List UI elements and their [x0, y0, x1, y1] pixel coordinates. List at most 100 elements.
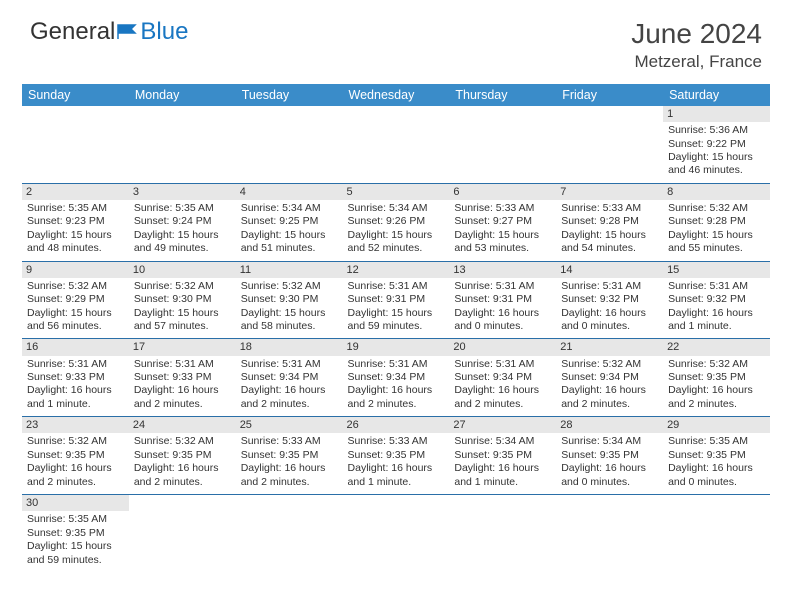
- sunrise-text: Sunrise: 5:32 AM: [27, 280, 124, 293]
- daylight-text: Daylight: 16 hours and 0 minutes.: [561, 307, 658, 334]
- calendar-body: 1Sunrise: 5:36 AMSunset: 9:22 PMDaylight…: [22, 106, 770, 572]
- sunrise-text: Sunrise: 5:34 AM: [348, 202, 445, 215]
- calendar-day-cell: 18Sunrise: 5:31 AMSunset: 9:34 PMDayligh…: [236, 339, 343, 417]
- day-number: 14: [556, 262, 663, 278]
- daylight-text: Daylight: 16 hours and 1 minute.: [348, 462, 445, 489]
- calendar-week-row: 9Sunrise: 5:32 AMSunset: 9:29 PMDaylight…: [22, 261, 770, 339]
- day-number: 17: [129, 339, 236, 355]
- weekday-header: Monday: [129, 84, 236, 106]
- sunrise-text: Sunrise: 5:31 AM: [454, 280, 551, 293]
- daylight-text: Daylight: 16 hours and 2 minutes.: [668, 384, 765, 411]
- daylight-text: Daylight: 16 hours and 0 minutes.: [668, 462, 765, 489]
- calendar-day-cell: 4Sunrise: 5:34 AMSunset: 9:25 PMDaylight…: [236, 183, 343, 261]
- sunrise-text: Sunrise: 5:32 AM: [27, 435, 124, 448]
- calendar-day-cell: 6Sunrise: 5:33 AMSunset: 9:27 PMDaylight…: [449, 183, 556, 261]
- daylight-text: Daylight: 15 hours and 52 minutes.: [348, 229, 445, 256]
- sunrise-text: Sunrise: 5:31 AM: [454, 358, 551, 371]
- day-number: 26: [343, 417, 450, 433]
- day-number: 28: [556, 417, 663, 433]
- sunset-text: Sunset: 9:32 PM: [561, 293, 658, 306]
- daylight-text: Daylight: 15 hours and 48 minutes.: [27, 229, 124, 256]
- sunset-text: Sunset: 9:26 PM: [348, 215, 445, 228]
- calendar-day-cell: 7Sunrise: 5:33 AMSunset: 9:28 PMDaylight…: [556, 183, 663, 261]
- day-number: 2: [22, 184, 129, 200]
- daylight-text: Daylight: 16 hours and 2 minutes.: [27, 462, 124, 489]
- daylight-text: Daylight: 16 hours and 2 minutes.: [241, 462, 338, 489]
- sunrise-text: Sunrise: 5:34 AM: [561, 435, 658, 448]
- logo-text-2: Blue: [140, 18, 188, 46]
- sunrise-text: Sunrise: 5:33 AM: [561, 202, 658, 215]
- calendar-day-cell: [236, 495, 343, 572]
- calendar-day-cell: 14 Sunrise: 5:31 AMSunset: 9:32 PMDayligh…: [556, 261, 663, 339]
- calendar-day-cell: 20Sunrise: 5:31 AMSunset: 9:34 PMDayligh…: [449, 339, 556, 417]
- weekday-header: Thursday: [449, 84, 556, 106]
- calendar-day-cell: 15Sunrise: 5:31 AMSunset: 9:32 PMDayligh…: [663, 261, 770, 339]
- sunrise-text: Sunrise: 5:34 AM: [454, 435, 551, 448]
- day-number: 8: [663, 184, 770, 200]
- sunrise-text: Sunrise: 5:31 AM: [348, 280, 445, 293]
- sunrise-text: Sunrise: 5:32 AM: [561, 358, 658, 371]
- calendar-day-cell: [343, 106, 450, 183]
- sunrise-text: Sunrise: 5:36 AM: [668, 124, 765, 137]
- sunrise-text: Sunrise: 5:32 AM: [668, 358, 765, 371]
- sunset-text: Sunset: 9:35 PM: [27, 449, 124, 462]
- calendar-table: Sunday Monday Tuesday Wednesday Thursday…: [22, 84, 770, 572]
- daylight-text: Daylight: 16 hours and 0 minutes.: [561, 462, 658, 489]
- header: General Blue June 2024 Metzeral, France: [0, 0, 792, 78]
- sunset-text: Sunset: 9:35 PM: [668, 371, 765, 384]
- weekday-header: Friday: [556, 84, 663, 106]
- logo-text-1: General: [30, 18, 115, 46]
- sunset-text: Sunset: 9:32 PM: [668, 293, 765, 306]
- day-number: 4: [236, 184, 343, 200]
- calendar-day-cell: 3Sunrise: 5:35 AMSunset: 9:24 PMDaylight…: [129, 183, 236, 261]
- sunset-text: Sunset: 9:28 PM: [561, 215, 658, 228]
- sunset-text: Sunset: 9:22 PM: [668, 138, 765, 151]
- sunrise-text: Sunrise: 5:35 AM: [134, 202, 231, 215]
- sunrise-text: Sunrise: 5:35 AM: [27, 513, 124, 526]
- daylight-text: Daylight: 15 hours and 58 minutes.: [241, 307, 338, 334]
- calendar-day-cell: 30Sunrise: 5:35 AMSunset: 9:35 PMDayligh…: [22, 495, 129, 572]
- calendar-day-cell: 8Sunrise: 5:32 AMSunset: 9:28 PMDaylight…: [663, 183, 770, 261]
- flag-icon: [117, 23, 139, 41]
- sunrise-text: Sunrise: 5:35 AM: [27, 202, 124, 215]
- location: Metzeral, France: [631, 52, 762, 72]
- calendar-day-cell: 19Sunrise: 5:31 AMSunset: 9:34 PMDayligh…: [343, 339, 450, 417]
- calendar-day-cell: [663, 495, 770, 572]
- calendar-day-cell: 27Sunrise: 5:34 AMSunset: 9:35 PMDayligh…: [449, 417, 556, 495]
- calendar-day-cell: [129, 495, 236, 572]
- daylight-text: Daylight: 16 hours and 2 minutes.: [561, 384, 658, 411]
- daylight-text: Daylight: 16 hours and 2 minutes.: [454, 384, 551, 411]
- calendar-week-row: 2Sunrise: 5:35 AMSunset: 9:23 PMDaylight…: [22, 183, 770, 261]
- sunset-text: Sunset: 9:30 PM: [241, 293, 338, 306]
- sunrise-text: Sunrise: 5:32 AM: [134, 435, 231, 448]
- day-number: 20: [449, 339, 556, 355]
- calendar-day-cell: [236, 106, 343, 183]
- sunrise-text: Sunrise: 5:33 AM: [454, 202, 551, 215]
- daylight-text: Daylight: 16 hours and 0 minutes.: [454, 307, 551, 334]
- calendar-day-cell: 10Sunrise: 5:32 AMSunset: 9:30 PMDayligh…: [129, 261, 236, 339]
- day-number: 15: [663, 262, 770, 278]
- calendar-day-cell: 26Sunrise: 5:33 AMSunset: 9:35 PMDayligh…: [343, 417, 450, 495]
- calendar-day-cell: 9Sunrise: 5:32 AMSunset: 9:29 PMDaylight…: [22, 261, 129, 339]
- daylight-text: Daylight: 15 hours and 49 minutes.: [134, 229, 231, 256]
- calendar-week-row: 30Sunrise: 5:35 AMSunset: 9:35 PMDayligh…: [22, 495, 770, 572]
- weekday-header: Sunday: [22, 84, 129, 106]
- logo: General Blue: [30, 18, 188, 46]
- calendar-day-cell: 24Sunrise: 5:32 AMSunset: 9:35 PMDayligh…: [129, 417, 236, 495]
- sunrise-text: Sunrise: 5:31 AM: [561, 280, 658, 293]
- weekday-header: Saturday: [663, 84, 770, 106]
- calendar-day-cell: [343, 495, 450, 572]
- calendar-day-cell: 25Sunrise: 5:33 AMSunset: 9:35 PMDayligh…: [236, 417, 343, 495]
- sunset-text: Sunset: 9:28 PM: [668, 215, 765, 228]
- sunset-text: Sunset: 9:27 PM: [454, 215, 551, 228]
- sunrise-text: Sunrise: 5:31 AM: [241, 358, 338, 371]
- day-number: 13: [449, 262, 556, 278]
- calendar-day-cell: 13Sunrise: 5:31 AMSunset: 9:31 PMDayligh…: [449, 261, 556, 339]
- sunset-text: Sunset: 9:34 PM: [348, 371, 445, 384]
- sunrise-text: Sunrise: 5:32 AM: [668, 202, 765, 215]
- daylight-text: Daylight: 16 hours and 1 minute.: [454, 462, 551, 489]
- day-number: 3: [129, 184, 236, 200]
- weekday-header-row: Sunday Monday Tuesday Wednesday Thursday…: [22, 84, 770, 106]
- calendar-day-cell: 12Sunrise: 5:31 AMSunset: 9:31 PMDayligh…: [343, 261, 450, 339]
- sunset-text: Sunset: 9:35 PM: [134, 449, 231, 462]
